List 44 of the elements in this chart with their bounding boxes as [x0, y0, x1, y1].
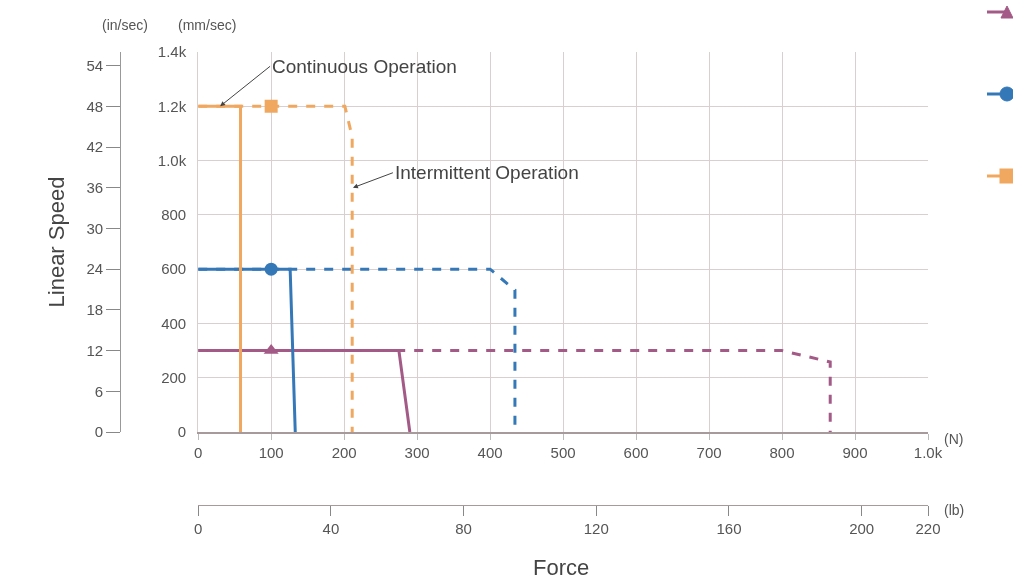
y-tick-label: 1.0k: [157, 151, 187, 169]
annotation: Intermittent Operation: [395, 162, 579, 183]
x-tick-label: 1.0k: [913, 444, 943, 462]
x-tick-label: 800: [769, 444, 795, 462]
y2-tick-label: 24: [86, 260, 104, 278]
text: (in/sec): [102, 17, 148, 33]
text: (N): [944, 431, 964, 447]
y-tick-label: 1.2k: [157, 97, 187, 115]
x2-tick-label: 0: [194, 520, 203, 538]
x2-tick-label: 120: [583, 520, 609, 538]
y2-tick-label: 18: [86, 301, 104, 319]
y-tick-label: 200: [161, 368, 187, 386]
x-axis-title: Force: [533, 555, 590, 580]
x-tick-label: 900: [842, 444, 868, 462]
x2-tick-label: 220: [915, 520, 941, 538]
x2-tick-label: 40: [322, 520, 340, 538]
y-tick-label: 400: [161, 314, 187, 332]
y-tick-label: 1.4k: [157, 43, 187, 61]
x-tick-label: 400: [477, 444, 503, 462]
y2-tick-label: 54: [86, 56, 104, 74]
x-tick-label: 600: [623, 444, 649, 462]
y2-axis-title: Linear Speed: [44, 176, 70, 308]
y2-tick-label: 30: [86, 219, 104, 237]
y2-tick-label: 36: [86, 178, 104, 196]
x-tick-label: 0: [194, 444, 203, 462]
y-tick-label: 800: [161, 206, 187, 224]
y-tick-label: 0: [177, 423, 187, 441]
x-tick-label: 100: [258, 444, 284, 462]
y2-tick-label: 12: [86, 341, 104, 359]
x-tick-label: 200: [331, 444, 357, 462]
x2-tick-label: 160: [716, 520, 742, 538]
y2-tick-label: 0: [94, 423, 104, 441]
text: (lb): [944, 502, 965, 518]
x-tick-label: 300: [404, 444, 430, 462]
x-tick-label: 500: [550, 444, 576, 462]
text: (mm/sec): [178, 17, 237, 33]
y2-tick-label: 48: [86, 97, 104, 115]
x2-tick-label: 200: [849, 520, 875, 538]
x2-tick-label: 80: [455, 520, 472, 538]
y2-tick-label: 6: [94, 382, 104, 400]
annotation: Continuous Operation: [272, 56, 457, 77]
y-tick-label: 600: [161, 260, 187, 278]
y2-tick-label: 42: [86, 138, 104, 156]
x-tick-label: 700: [696, 444, 722, 462]
